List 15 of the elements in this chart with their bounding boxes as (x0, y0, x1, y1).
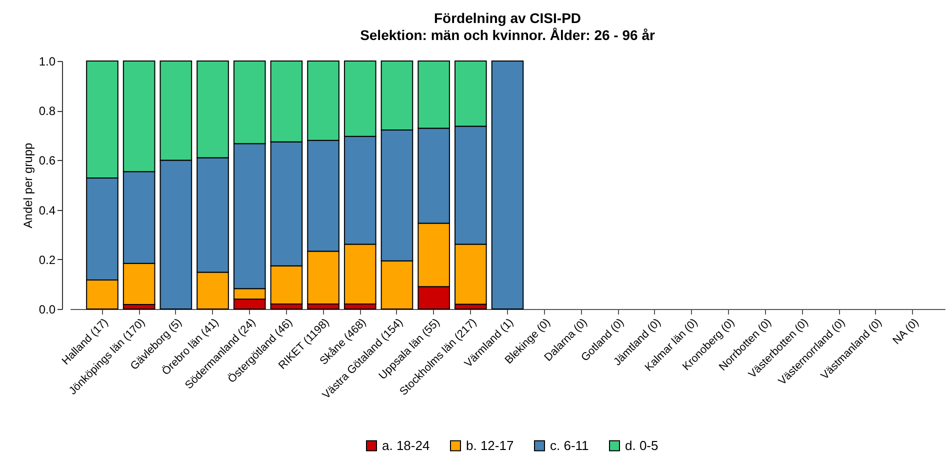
y-tick-label: 0.4 (38, 203, 56, 218)
y-tick-label: 0.0 (38, 302, 56, 316)
y-tick-label: 1.0 (38, 54, 56, 68)
y-tick-label: 0.8 (38, 104, 56, 118)
y-tick-label: 0.2 (38, 252, 56, 267)
bar (491, 60, 524, 310)
y-axis-title: Andel per grupp (20, 142, 35, 228)
x-tick-label: NA (0) (890, 316, 922, 348)
legend-label: b. 12-17 (466, 438, 514, 453)
legend-label: c. 6-11 (550, 438, 589, 453)
chart-title: Fördelning av CISI-PD (434, 10, 582, 26)
y-tick-label: 0.6 (38, 154, 56, 168)
chart-subtitle: Selektion: män och kvinnor. Ålder: 26 - 96 år (360, 27, 656, 43)
legend-label: a. 18-24 (382, 438, 430, 453)
legend-label: d. 0-5 (625, 438, 658, 453)
